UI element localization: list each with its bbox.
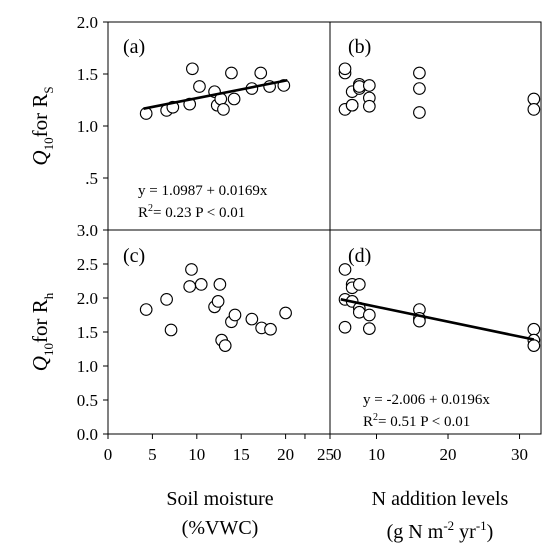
y-tick-label-c: 0.5 (77, 391, 98, 410)
y-tick-label-c: 1.5 (77, 323, 98, 342)
data-point-c (139, 303, 153, 316)
data-point-d (527, 322, 541, 336)
y-tick-label-c: 2.5 (77, 255, 98, 274)
data-point-d (352, 278, 366, 291)
y-tick-label-a: .5 (85, 169, 98, 188)
x-tick-label-c: 20 (277, 445, 294, 464)
regression-line-d (340, 298, 535, 341)
x-tick-label-c: 10 (188, 445, 205, 464)
data-point-a (225, 66, 238, 80)
data-point-d (362, 322, 376, 335)
x-tick-label-d: 20 (440, 445, 457, 464)
y-axis-label-bottom: Q10for Rh (28, 292, 56, 371)
data-point-b (413, 82, 426, 95)
panel-a-r2: R2= 0.23 P < 0.01 (138, 203, 245, 221)
panel-c-label: (c) (123, 245, 145, 267)
data-point-c (279, 306, 292, 320)
y-tick-label-c: 2.0 (77, 289, 98, 308)
y-tick-label-a: 1.5 (77, 65, 98, 84)
x-tick-label-c: 5 (148, 445, 157, 464)
data-point-d (338, 263, 352, 276)
data-point-b (413, 106, 426, 119)
x-tick-label-d: 0 (333, 445, 342, 464)
y-axis-label-top: Q10for RS (28, 86, 56, 165)
regression-line-a (143, 78, 288, 110)
panel-d-label: (d) (348, 245, 371, 267)
y-tick-label-c: 3.0 (77, 221, 98, 240)
x-tick-label-d: 10 (368, 445, 385, 464)
data-point-c (218, 339, 232, 352)
x-axis-label-left-line2: (%VWC) (182, 517, 259, 539)
y-tick-label-c: 0.0 (77, 425, 98, 444)
data-point-c (245, 312, 259, 326)
panel-a-label: (a) (123, 36, 145, 58)
data-point-c (211, 295, 225, 308)
data-point-b (338, 62, 352, 76)
x-tick-label-c: 25 (317, 445, 334, 464)
data-point-d (527, 339, 541, 352)
panel-d-frame (329, 229, 542, 435)
x-axis-label-right-line2: (g N m-2 yr-1) (387, 518, 494, 543)
x-tick-label-d: 30 (511, 445, 528, 464)
data-point-d (362, 308, 376, 322)
data-point-d (338, 320, 352, 334)
panel-d-equation: y = -2.006 + 0.0196x (363, 392, 490, 408)
x-tick-label-c: 15 (233, 445, 250, 464)
data-point-c (185, 263, 198, 276)
data-point-b (527, 103, 541, 116)
data-point-a (186, 62, 199, 76)
data-point-a (254, 66, 268, 80)
data-point-c (183, 280, 197, 293)
panel-d-r2: R2= 0.51 P < 0.01 (363, 412, 470, 430)
data-point-c (160, 293, 173, 306)
data-point-c (264, 322, 277, 336)
x-axis-label-left-line1: Soil moisture (166, 488, 273, 510)
x-axis-label-right-line1: N addition levels (372, 488, 509, 510)
data-point-c (228, 308, 242, 322)
y-tick-label-a: 1.0 (77, 117, 98, 136)
y-tick-label-a: 2.0 (77, 13, 98, 32)
data-point-a (227, 92, 241, 106)
data-point-b (362, 79, 376, 92)
data-point-a (193, 80, 206, 93)
data-point-c (213, 278, 227, 291)
panel-a-equation: y = 1.0987 + 0.0169x (138, 183, 268, 199)
data-point-b (345, 98, 359, 112)
data-point-b (413, 66, 426, 80)
data-point-a (217, 103, 230, 116)
data-point-b (362, 99, 376, 113)
data-point-c (164, 323, 178, 337)
panel-b-label: (b) (348, 36, 371, 58)
x-tick-label-c: 0 (104, 445, 113, 464)
y-tick-label-c: 1.0 (77, 357, 98, 376)
data-point-c (194, 278, 208, 291)
